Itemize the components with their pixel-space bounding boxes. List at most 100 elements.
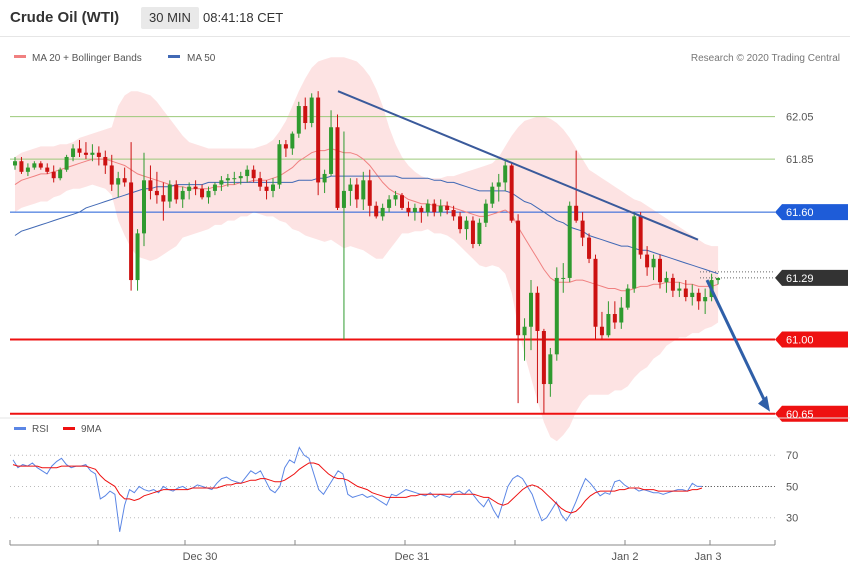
candle-body <box>296 106 301 134</box>
candle-body <box>25 167 30 172</box>
candle-body <box>658 258 662 283</box>
candle-body <box>419 207 424 213</box>
candle-body <box>161 195 166 202</box>
candle-body <box>561 277 566 279</box>
rsi-line <box>12 446 702 532</box>
candle-body <box>438 205 443 213</box>
candle-body <box>251 169 256 179</box>
candle-body <box>225 178 230 181</box>
candle-body <box>258 178 263 187</box>
price-legend: MA 20 + Bollinger Bands MA 50 <box>14 53 216 64</box>
ma9-legend-swatch <box>63 427 75 430</box>
candle-body <box>329 127 334 174</box>
candle-body <box>264 186 269 191</box>
candle-body <box>322 173 327 183</box>
price-tick-label: 61.85 <box>786 154 814 166</box>
candle-body <box>690 292 695 298</box>
candle-body <box>522 326 527 336</box>
candle-body <box>64 156 69 170</box>
candle-body <box>58 169 63 179</box>
candle-body <box>535 292 540 331</box>
rsi-tick-label: 50 <box>786 481 798 493</box>
candle-body <box>458 216 463 230</box>
ma20-legend-swatch <box>14 55 26 58</box>
candle-body <box>677 288 682 291</box>
trendlines <box>337 90 770 412</box>
candle-body <box>425 203 430 213</box>
candle-body <box>232 178 237 180</box>
candle-body <box>341 190 346 208</box>
candle-body <box>212 184 217 191</box>
candle-body <box>387 199 392 208</box>
chart-header: Crude Oil (WTI) 30 MIN 08:41:18 CET <box>0 0 850 37</box>
candle-body <box>277 144 282 185</box>
time-axis-label: Dec 31 <box>395 551 430 563</box>
candle-body <box>554 277 559 355</box>
price-badge <box>775 204 848 221</box>
rsi-tick-label: 70 <box>786 450 798 462</box>
rsi-tick-label: 30 <box>786 513 798 525</box>
price-badge <box>775 331 848 348</box>
candle-body <box>380 207 385 217</box>
candle-body <box>361 180 366 200</box>
candle-body <box>509 165 514 221</box>
price-badge-label: 61.29 <box>786 273 814 285</box>
candle-body <box>167 184 172 202</box>
candle-body <box>348 184 353 191</box>
rsi-ma9-line <box>12 462 703 514</box>
candle-body <box>316 97 321 183</box>
time-axis-label: Jan 3 <box>695 551 722 563</box>
candle-body <box>245 169 250 177</box>
price-badge <box>775 269 848 286</box>
candle-body <box>180 190 185 200</box>
time-axis-label: Jan 2 <box>612 551 639 563</box>
candle-body <box>464 220 469 230</box>
candle-body <box>593 258 598 327</box>
candle-body <box>219 180 224 185</box>
time-axis: Dec 30 Dec 31 Jan 2 Jan 3 <box>9 540 776 563</box>
candle-body <box>496 182 501 187</box>
rsi-legend-label: RSI <box>32 424 49 435</box>
price-axis: 62.05 61.85 61.60 61.29 61.00 60.65 <box>775 112 848 422</box>
candle-body <box>200 188 205 198</box>
research-credit: Research © 2020 Trading Central <box>691 53 840 64</box>
candle-body <box>283 144 288 149</box>
candle-body <box>619 307 624 323</box>
interval-selector[interactable]: 30 MIN <box>141 7 199 29</box>
candle-body <box>71 148 76 157</box>
rsi-pane: 70 50 30 <box>10 446 798 532</box>
projection-arrow-shaft <box>705 279 768 405</box>
candle-body <box>122 178 127 183</box>
price-badge-label: 60.65 <box>786 409 814 421</box>
candle-body <box>670 277 675 291</box>
candle-body <box>290 133 295 149</box>
candle-body <box>606 314 611 336</box>
candle-body <box>412 207 417 213</box>
candle-body <box>367 180 372 206</box>
candle-body <box>400 195 404 208</box>
candle-body <box>683 288 688 298</box>
candle-body <box>516 220 521 336</box>
candle-body <box>309 97 314 124</box>
instrument-title: Crude Oil (WTI) <box>10 9 120 26</box>
candle-body <box>451 210 456 217</box>
ma50-legend-label: MA 50 <box>187 53 216 64</box>
time-axis-label: Dec 30 <box>183 551 218 563</box>
candle-body <box>142 180 146 234</box>
candle-body <box>187 186 192 191</box>
rsi-legend-swatch <box>14 427 26 430</box>
candle-body <box>587 237 592 259</box>
candle-body <box>490 186 495 204</box>
candle-body <box>445 205 450 211</box>
price-badge-label: 61.60 <box>786 207 814 219</box>
candle-body <box>696 292 701 302</box>
candle-body <box>580 220 585 238</box>
candle-body <box>477 222 482 244</box>
resistance-trendline <box>337 90 699 241</box>
candle-body <box>393 195 398 200</box>
candle-body <box>625 288 630 308</box>
candle-body <box>548 354 553 385</box>
projection-arrow-head <box>758 395 770 412</box>
candle-body <box>129 182 134 281</box>
